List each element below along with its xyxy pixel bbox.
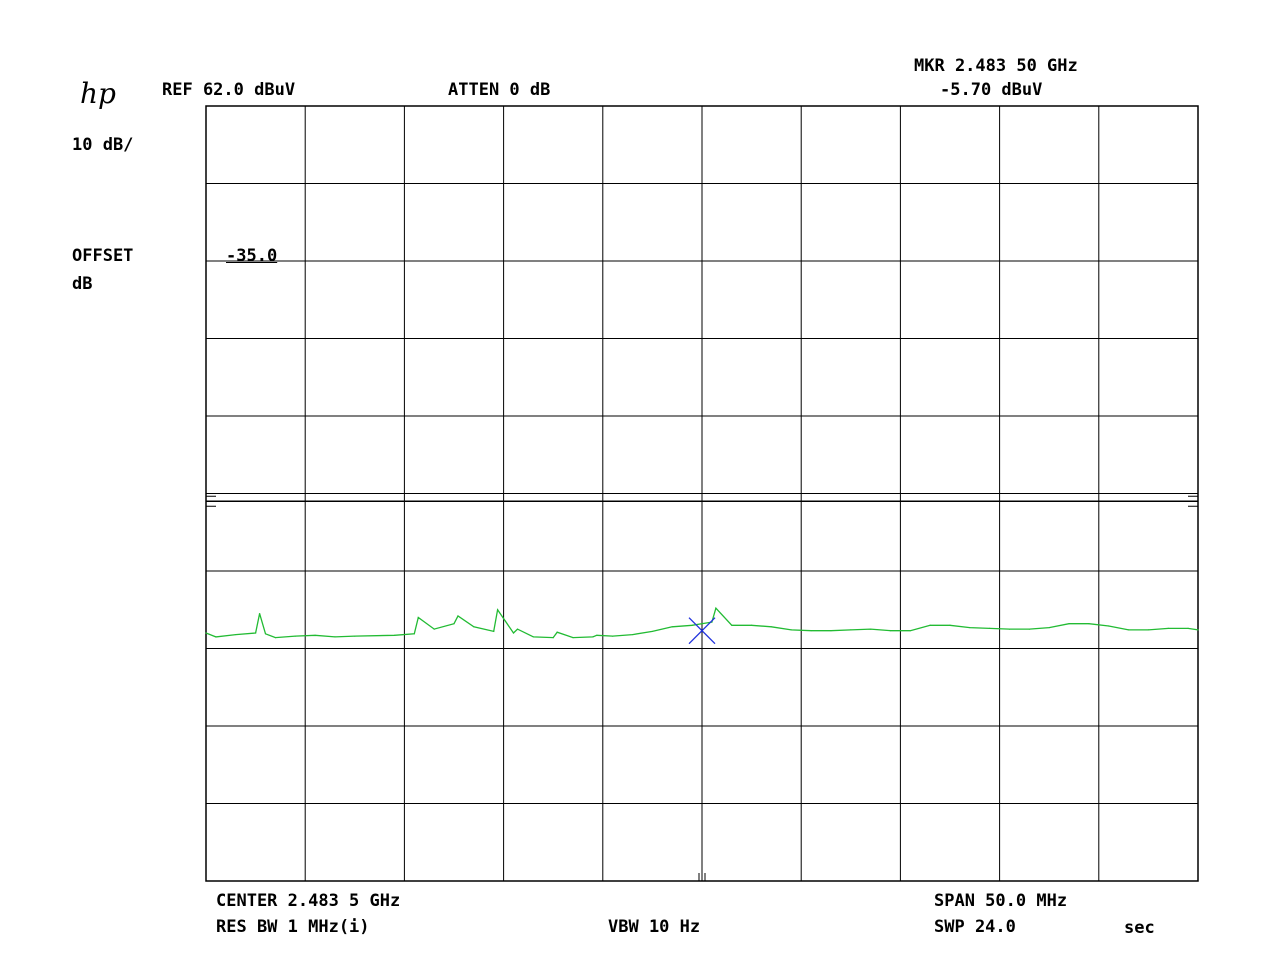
trace-point — [516, 628, 519, 630]
offset-label: OFFSET — [72, 246, 134, 266]
spectrum-trace — [205, 606, 1199, 639]
trace-point — [235, 633, 237, 636]
trace-point — [1008, 628, 1011, 630]
trace-point — [612, 635, 614, 637]
trace-point — [413, 633, 415, 635]
trace-point — [631, 633, 634, 636]
trace-point — [770, 626, 773, 628]
trace-point — [850, 629, 852, 631]
trace-point — [1068, 623, 1070, 625]
trace-point — [1197, 629, 1199, 631]
trace-point — [830, 630, 832, 632]
trace-point — [1167, 627, 1169, 629]
trace-point — [1028, 628, 1030, 630]
trace-point — [596, 634, 598, 636]
resolution-bandwidth-label: RES BW 1 MHz(i) — [216, 917, 370, 937]
trace-point — [393, 634, 396, 636]
marker-cross-line — [688, 617, 716, 645]
trace-point — [1088, 623, 1090, 625]
trace-point — [731, 624, 733, 626]
trace-point — [453, 623, 455, 625]
trace-point — [989, 627, 991, 629]
marker-frequency-label: MKR 2.483 50 GHz — [914, 56, 1078, 76]
trace-point — [790, 629, 792, 631]
trace-point — [556, 631, 558, 633]
trace-point — [457, 615, 459, 617]
trace-point — [473, 626, 475, 628]
center-frequency-label: CENTER 2.483 5 GHz — [216, 891, 401, 911]
trace-point — [205, 632, 207, 634]
ref-level-label: REF 62.0 dBuV — [162, 80, 296, 100]
trace-point — [1108, 625, 1110, 627]
trace-point — [314, 634, 316, 636]
scale-label: 10 dB/ — [72, 135, 134, 155]
trace-point — [1147, 629, 1149, 631]
trace-point — [274, 637, 277, 639]
offset-value-label: -35.0 — [226, 246, 278, 266]
trace-point — [909, 630, 911, 632]
trace-point — [889, 630, 892, 632]
trace-point — [215, 636, 217, 638]
trace-point — [258, 613, 261, 615]
trace-point — [751, 624, 753, 626]
offset-unit-label: dB — [72, 274, 93, 294]
marker-level-label: -5.70 dBuV — [940, 80, 1043, 100]
trace-point — [671, 626, 673, 628]
trace-point — [715, 607, 717, 609]
trace-point — [334, 636, 336, 638]
trace-point — [651, 630, 654, 633]
trace-point — [532, 636, 534, 638]
trace-point — [969, 626, 971, 629]
trace-layer — [205, 606, 1199, 639]
trace-point — [294, 635, 296, 637]
trace-point — [433, 628, 435, 630]
trace-point — [552, 637, 554, 639]
marker-layer — [688, 617, 716, 645]
attenuation-label: ATTEN 0 dB — [448, 80, 551, 100]
trace-point — [264, 633, 267, 635]
trace-point — [493, 630, 495, 633]
trace-point — [512, 632, 515, 634]
trace-point — [691, 624, 693, 626]
trace-point — [497, 609, 499, 611]
trace-point — [1187, 627, 1189, 629]
trace-point — [1127, 629, 1130, 631]
trace-point — [929, 624, 931, 626]
trace-point — [870, 628, 872, 630]
trace-point — [810, 630, 812, 632]
trace-point — [949, 624, 951, 626]
hp-logo: hp — [80, 77, 116, 110]
sweep-time-label: SWP 24.0 — [934, 917, 1016, 937]
graticule — [205, 105, 1199, 882]
trace-point — [417, 616, 419, 619]
trace-point — [572, 637, 574, 639]
video-bandwidth-label: VBW 10 Hz — [608, 917, 701, 937]
span-label: SPAN 50.0 MHz — [934, 891, 1068, 911]
trace-point — [255, 632, 257, 634]
trace-point — [1048, 626, 1050, 629]
trace-point — [592, 636, 594, 638]
trace-point — [354, 635, 356, 637]
sweep-unit-label: sec — [1124, 918, 1155, 938]
